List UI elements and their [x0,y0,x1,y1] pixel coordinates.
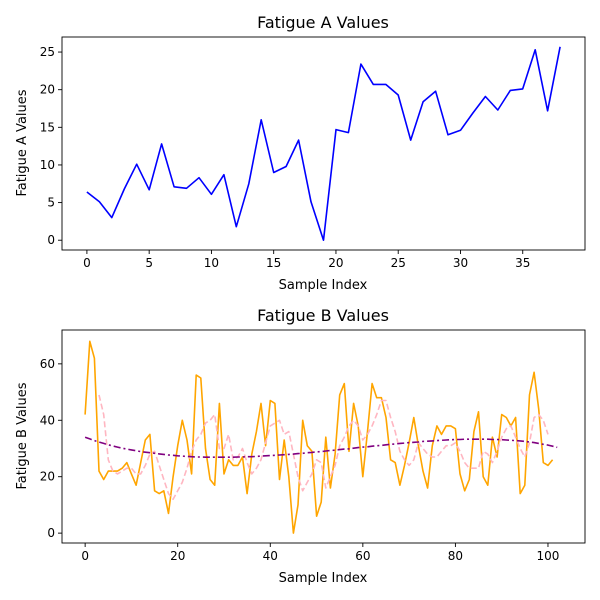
chart-a-y-tick-label: 25 [40,45,55,59]
chart-b-xlabel: Sample Index [279,571,368,586]
chart-a-x-tick-label: 15 [266,256,281,270]
chart-a-x-tick-label: 35 [515,256,530,270]
chart-a-x-tick-label: 0 [83,256,91,270]
chart-a-y-tick-label: 15 [40,120,55,134]
chart-a-y-tick-label: 0 [47,233,55,247]
chart-a-ylabel: Fatigue A Values [15,89,30,196]
chart-b-y-tick-label: 20 [40,470,55,484]
chart-a-x-tick-label: 30 [453,256,468,270]
chart-b-y-tick-label: 60 [40,357,55,371]
chart-a-y-tick-label: 20 [40,83,55,97]
chart-b-y-tick-label: 40 [40,413,55,427]
chart-a-y-tick-label: 5 [47,196,55,210]
chart-b-series-line-2 [98,394,549,501]
chart-b-x-tick-label: 80 [448,549,463,563]
chart-a-x-tick-label: 10 [204,256,219,270]
chart-b-title: Fatigue B Values [257,306,389,325]
chart-b-series-line-1 [84,340,554,534]
chart-a-plot-area: 0 5 10 15 20 25 30 35 0 5 10 15 20 25 [40,36,586,270]
chart-fatigue-a: Fatigue A Values Sample Index Fatigue A … [15,13,586,293]
chart-b-plot-area: 0 20 40 60 80 100 0 20 40 60 [40,329,586,563]
chart-b-axes-frame [61,329,586,544]
chart-fatigue-b: Fatigue B Values Sample Index Fatigue B … [15,306,586,586]
chart-b-series-line-3 [84,436,558,459]
chart-b-x-tick-label: 60 [355,549,370,563]
chart-a-x-tick-label: 5 [145,256,153,270]
chart-a-xlabel: Sample Index [279,278,368,293]
chart-b-x-tick-label: 100 [537,549,560,563]
chart-b-x-tick-label: 40 [263,549,278,563]
chart-a-x-tick-label: 20 [328,256,343,270]
chart-b-y-tick-label: 0 [47,526,55,540]
chart-a-y-tick-label: 10 [40,158,55,172]
chart-a-x-tick-label: 25 [391,256,406,270]
chart-b-ylabel: Fatigue B Values [15,382,30,489]
chart-b-x-tick-label: 0 [81,549,89,563]
chart-a-title: Fatigue A Values [257,13,389,32]
chart-b-x-tick-label: 20 [170,549,185,563]
chart-a-axes-frame [61,36,586,251]
chart-a-series-line-1 [86,46,561,241]
